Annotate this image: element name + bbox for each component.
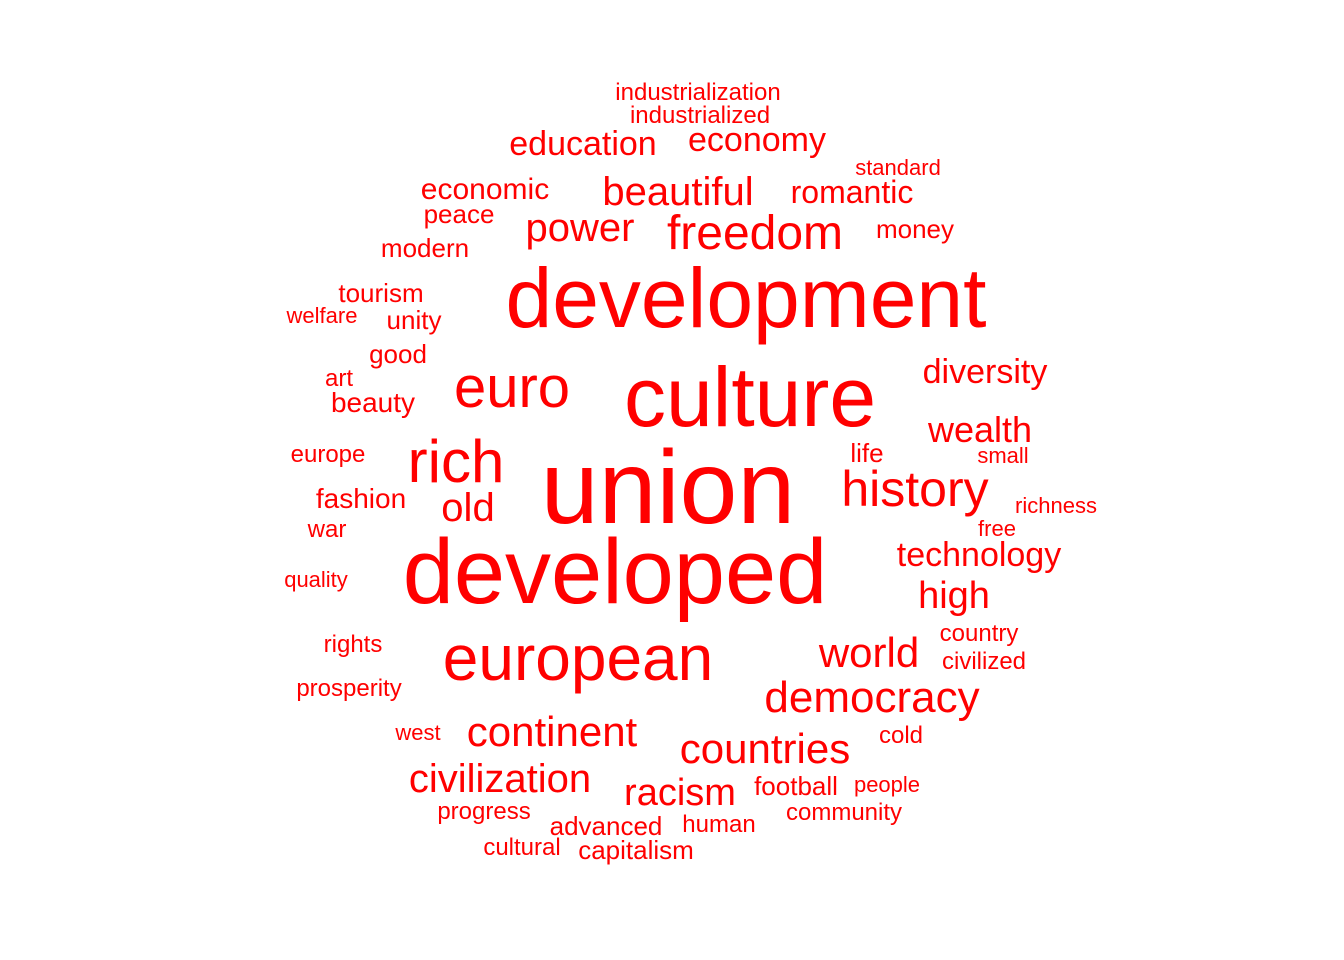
- word-industrialized: industrialized: [629, 102, 771, 129]
- word-tourism: tourism: [338, 278, 424, 308]
- word-community: community: [785, 799, 903, 826]
- word-romantic: romantic: [790, 174, 914, 210]
- word-continent: continent: [466, 708, 638, 755]
- word-technology: technology: [896, 536, 1062, 574]
- word-high: high: [918, 575, 990, 617]
- word-welfare: welfare: [286, 303, 358, 328]
- word-prosperity: prosperity: [296, 675, 402, 702]
- word-developed: developed: [402, 521, 828, 623]
- word-european: european: [442, 622, 714, 694]
- word-cultural: cultural: [483, 834, 561, 861]
- word-unity: unity: [386, 305, 442, 335]
- word-country: country: [939, 620, 1019, 647]
- word-countries: countries: [679, 725, 851, 772]
- word-people: people: [853, 772, 921, 797]
- word-money: money: [875, 214, 955, 244]
- word-rights: rights: [323, 631, 383, 658]
- word-beauty: beauty: [330, 387, 416, 418]
- word-union: union: [540, 430, 796, 546]
- word-life: life: [850, 438, 884, 468]
- word-civilization: civilization: [408, 757, 592, 801]
- word-richness: richness: [1015, 493, 1097, 518]
- word-west: west: [395, 720, 441, 745]
- word-economy: economy: [688, 121, 826, 159]
- word-diversity: diversity: [922, 353, 1048, 391]
- word-peace: peace: [423, 199, 495, 229]
- word-free: free: [978, 516, 1016, 541]
- word-cold: cold: [878, 722, 924, 749]
- word-capitalism: capitalism: [578, 835, 694, 865]
- word-world: world: [818, 629, 920, 676]
- word-standard: standard: [855, 155, 941, 180]
- word-human: human: [682, 811, 756, 838]
- word-euro: euro: [453, 355, 571, 420]
- word-freedom: freedom: [666, 207, 844, 260]
- word-war: war: [307, 516, 347, 543]
- word-fashion: fashion: [315, 483, 407, 514]
- word-civilized: civilized: [941, 648, 1027, 675]
- word-advanced: advanced: [549, 811, 663, 841]
- word-economic: economic: [420, 173, 550, 206]
- word-europe: europe: [290, 441, 366, 468]
- word-racism: racism: [624, 772, 736, 814]
- word-progress: progress: [437, 798, 531, 825]
- word-quality: quality: [284, 567, 348, 592]
- word-history: history: [841, 461, 989, 517]
- word-football: football: [754, 771, 838, 801]
- word-art: art: [324, 365, 354, 392]
- word-education: education: [509, 125, 657, 163]
- word-small: small: [977, 443, 1029, 468]
- word-wealth: wealth: [927, 409, 1033, 450]
- word-modern: modern: [380, 233, 470, 263]
- word-good: good: [369, 339, 427, 369]
- word-power: power: [525, 206, 635, 250]
- word-democracy: democracy: [764, 673, 980, 722]
- word-beautiful: beautiful: [602, 170, 754, 214]
- word-development: development: [505, 251, 987, 345]
- word-old: old: [441, 486, 495, 530]
- word-rich: rich: [407, 428, 505, 495]
- word-industrialization: industrialization: [615, 79, 781, 106]
- word-culture: culture: [623, 350, 877, 444]
